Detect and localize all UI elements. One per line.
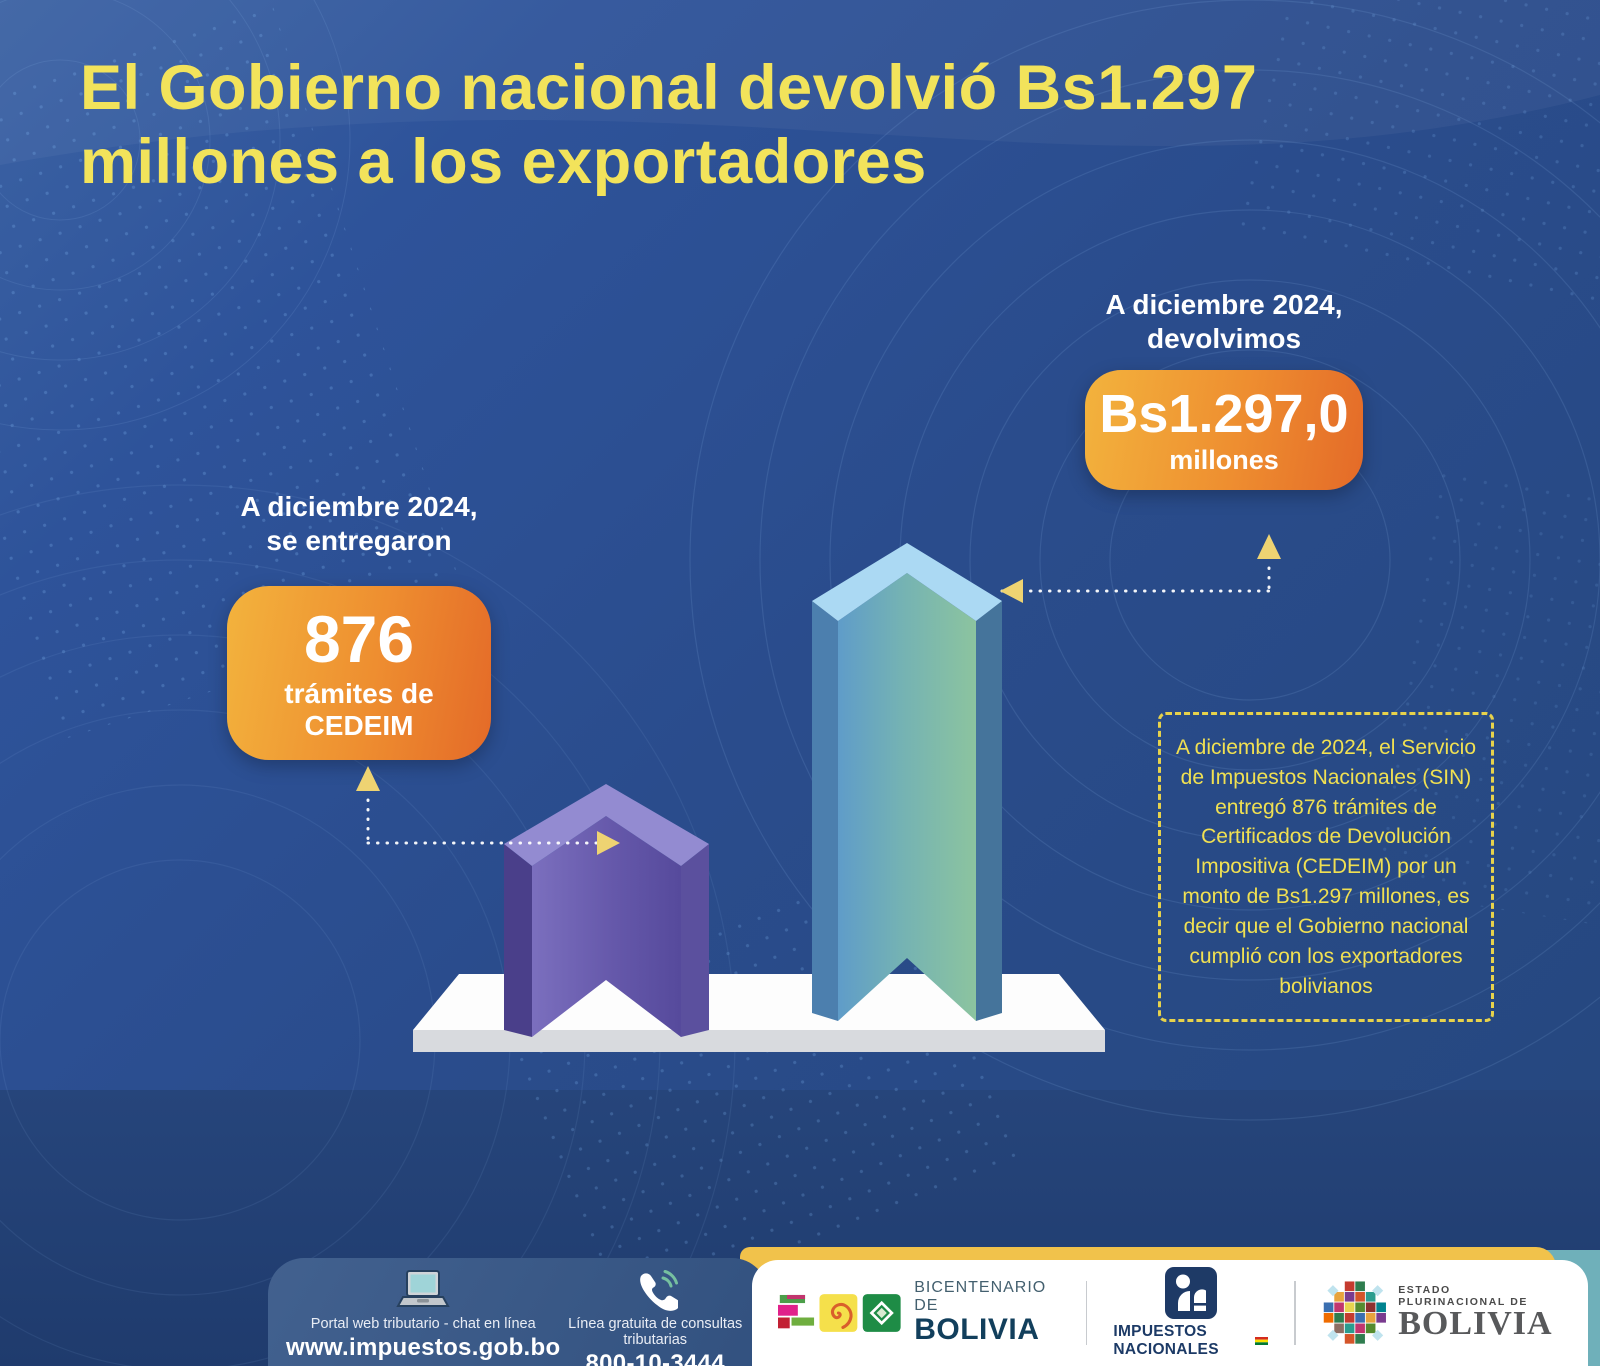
left-callout-heading-line2: se entregaron	[266, 525, 452, 557]
left-callout: A diciembre 2024, se entregaron 876 trám…	[227, 490, 491, 760]
contact-web: Portal web tributario - chat en línea ww…	[286, 1268, 560, 1362]
amount-value: Bs1.297,0	[1099, 384, 1349, 445]
laptop-icon	[286, 1268, 560, 1312]
estado-mosaic-icon	[1323, 1281, 1386, 1344]
logo-divider	[1294, 1281, 1296, 1345]
note-box: A diciembre de 2024, el Servicio de Impu…	[1158, 712, 1494, 1023]
right-callout: A diciembre 2024, devolvimos Bs1.297,0 m…	[1085, 288, 1363, 490]
impuestos-label-row: IMPUESTOS NACIONALES	[1113, 1323, 1269, 1359]
phone-caption: Línea gratuita de consultas tributarias	[568, 1316, 743, 1348]
contact-phone: Línea gratuita de consultas tributarias …	[560, 1268, 750, 1366]
web-caption: Portal web tributario - chat en línea	[310, 1316, 536, 1332]
amount-badge: Bs1.297,0 millones	[1085, 370, 1363, 490]
bicentenario-bottom-label: BOLIVIA	[914, 1313, 1040, 1346]
bicentenario-top-label: BICENTENARIO DE	[914, 1279, 1047, 1314]
impuestos-in-icon	[1164, 1267, 1217, 1319]
bicentenario-logo: BICENTENARIO DE BOLIVIA	[778, 1279, 1060, 1347]
logo-divider	[1086, 1281, 1088, 1345]
background-top	[0, 0, 1600, 1090]
estado-text: ESTADO PLURINACIONAL DE BOLIVIA	[1398, 1284, 1562, 1343]
note-text: A diciembre de 2024, el Servicio de Impu…	[1176, 736, 1476, 998]
impuestos-logo: IMPUESTOS NACIONALES	[1113, 1267, 1269, 1359]
bolivia-flag-icon	[1254, 1337, 1269, 1345]
logo-card: BICENTENARIO DE BOLIVIA IMPUESTOS NACION…	[752, 1260, 1588, 1366]
left-callout-heading-line1: A diciembre 2024,	[240, 491, 478, 522]
tramites-badge: 876 trámites de CEDEIM	[227, 586, 491, 760]
left-callout-heading: A diciembre 2024, se entregaron	[227, 490, 491, 558]
right-callout-heading: A diciembre 2024, devolvimos	[1085, 288, 1363, 356]
estado-bottom-label: BOLIVIA	[1398, 1304, 1553, 1342]
web-url: www.impuestos.gob.bo	[286, 1334, 561, 1361]
page-title: El Gobierno nacional devolvió Bs1.297 mi…	[80, 53, 1258, 197]
right-callout-heading-line2: devolvimos	[1146, 323, 1302, 355]
bicentenario-tiles-icon	[778, 1294, 901, 1332]
estado-top-label: ESTADO PLURINACIONAL DE	[1398, 1283, 1529, 1308]
tramites-unit: trámites de CEDEIM	[284, 677, 434, 741]
right-callout-heading-line1: A diciembre 2024,	[1105, 289, 1343, 320]
amount-unit: millones	[1169, 445, 1279, 475]
impuestos-label: IMPUESTOS NACIONALES	[1113, 1323, 1219, 1358]
bicentenario-text: BICENTENARIO DE BOLIVIA	[914, 1279, 1060, 1347]
contact-panel: Portal web tributario - chat en línea ww…	[268, 1258, 768, 1366]
phone-number: 800-10-3444	[585, 1350, 725, 1366]
tramites-value: 876	[303, 602, 415, 677]
estado-logo: ESTADO PLURINACIONAL DE BOLIVIA	[1322, 1275, 1562, 1351]
phone-icon	[560, 1268, 750, 1312]
